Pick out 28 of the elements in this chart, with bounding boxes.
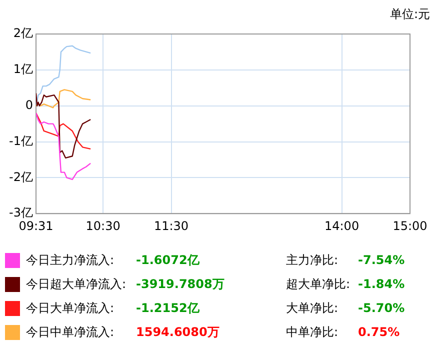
text: 超大单净比: — [286, 276, 352, 292]
x-tick-label: 15:00 — [392, 218, 428, 233]
legend-label: 今日中单净流入: — [26, 324, 116, 340]
text: 0.75% — [358, 325, 400, 339]
y-tick-label: 0 — [25, 98, 33, 112]
x-tick-label: 14:00 — [324, 218, 360, 233]
x-tick-label: 11:30 — [154, 218, 189, 233]
text: -1.84% — [358, 277, 405, 291]
x-tick-label: 10:30 — [86, 218, 120, 233]
y-tick-label: -3亿 — [9, 206, 33, 220]
legend-label: 今日大单净流入: — [26, 300, 116, 316]
text: -5.70% — [358, 301, 405, 315]
y-tick-label: 2亿 — [13, 26, 33, 40]
text: 1594.6080万 — [136, 324, 220, 340]
text: -7.54% — [358, 253, 405, 267]
text: 大单净比: — [286, 300, 340, 316]
y-tick-label: 1亿 — [13, 62, 33, 76]
text: -3919.7808万 — [136, 276, 226, 292]
x-tick-label: 09:31 — [18, 218, 54, 233]
text: 主力净比: — [286, 252, 340, 268]
y-tick-label: -1亿 — [9, 134, 33, 148]
legend-label: 今日主力净流入: — [26, 252, 116, 268]
y-tick-label: -2亿 — [9, 170, 33, 184]
legend-label: 今日超大单净流入: — [26, 276, 128, 292]
text: 中单净比: — [286, 324, 340, 340]
text: 单位:元 — [390, 6, 430, 23]
text: -1.2152亿 — [136, 300, 200, 316]
text: -1.6072亿 — [136, 252, 200, 268]
